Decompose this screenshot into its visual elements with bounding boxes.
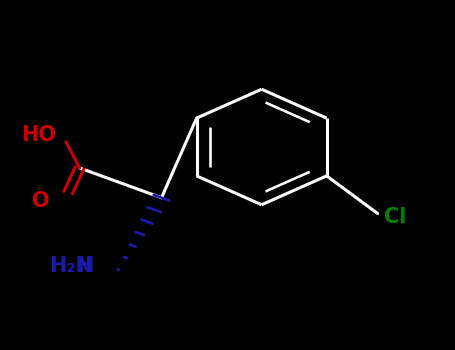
Text: O: O: [32, 191, 50, 211]
Text: Cl: Cl: [384, 207, 407, 227]
Text: H: H: [76, 256, 93, 276]
Text: HO: HO: [21, 125, 56, 145]
Text: H₂N: H₂N: [50, 256, 93, 276]
